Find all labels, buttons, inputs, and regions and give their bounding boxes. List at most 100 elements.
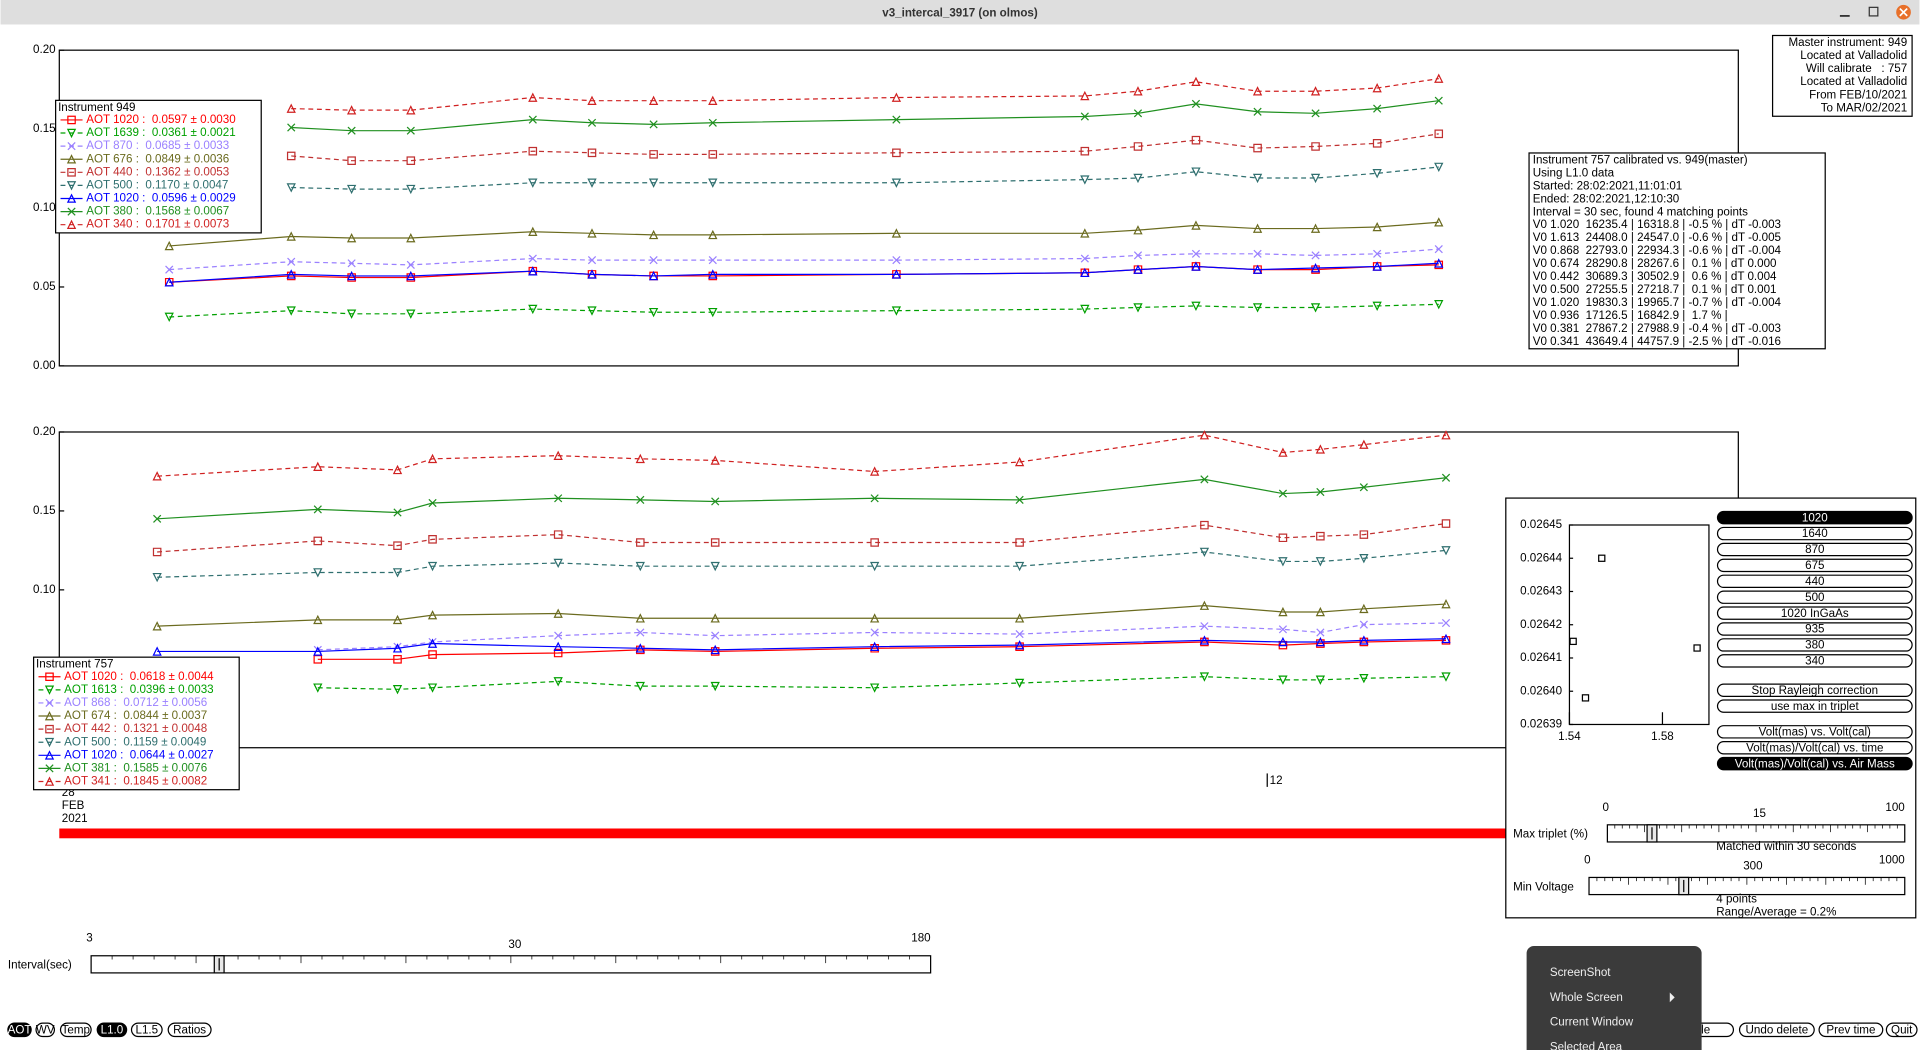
series-line <box>169 248 1439 271</box>
mode-button[interactable] <box>59 1022 92 1038</box>
action-button[interactable] <box>1738 1022 1815 1038</box>
data-point <box>708 95 718 105</box>
data-point <box>649 120 658 129</box>
time-bar[interactable] <box>59 828 1506 839</box>
data-point <box>870 494 879 503</box>
wavelength-button[interactable] <box>1716 606 1913 620</box>
action-button[interactable] <box>1818 1022 1884 1038</box>
master-info-line: Located at Valladolid <box>1800 49 1907 62</box>
data-point <box>891 178 902 188</box>
data-point <box>346 184 357 195</box>
plot-mode-button[interactable] <box>1716 725 1913 739</box>
data-point <box>708 256 717 265</box>
data-point <box>427 610 438 620</box>
context-menu-item[interactable]: Selected Area <box>1550 1040 1623 1050</box>
data-point <box>1191 99 1201 108</box>
data-point <box>587 118 597 127</box>
wavelength-button[interactable] <box>1716 542 1913 557</box>
data-point <box>587 178 597 188</box>
slider-value: 300 <box>1743 859 1762 872</box>
data-point <box>1441 519 1451 528</box>
data-point <box>152 547 162 557</box>
data-point <box>427 638 438 648</box>
legend-marker <box>66 219 77 229</box>
data-point <box>528 178 538 188</box>
option-button[interactable] <box>1716 683 1913 697</box>
legend-entry: AOT 1020 : 0.0644 ± 0.0027 <box>64 748 213 761</box>
data-point <box>1434 244 1443 254</box>
mode-button[interactable] <box>130 1022 163 1038</box>
data-point <box>1133 109 1143 118</box>
action-button[interactable] <box>1885 1022 1918 1038</box>
legend-entry: AOT 500 : 0.1159 ± 0.0049 <box>64 735 206 748</box>
legend-title: Instrument 949 <box>58 101 135 114</box>
data-point <box>1253 107 1262 116</box>
data-point <box>708 269 718 279</box>
mode-button[interactable] <box>96 1022 128 1038</box>
data-point <box>1200 622 1209 631</box>
plot-mode-button[interactable] <box>1716 756 1913 771</box>
option-button[interactable] <box>1716 699 1913 713</box>
legend-marker <box>44 685 55 695</box>
plot-mode-button[interactable] <box>1716 740 1913 755</box>
action-button-label: Quit <box>1891 1023 1913 1036</box>
legend-marker <box>66 128 77 139</box>
data-point <box>1080 228 1090 238</box>
slider-label: Max triplet (%) <box>1513 828 1588 841</box>
data-point <box>1278 489 1288 498</box>
wavelength-button-label: 380 <box>1805 639 1824 652</box>
wavelength-button[interactable] <box>1716 558 1913 573</box>
data-point <box>710 681 720 692</box>
data-point <box>554 494 563 503</box>
context-menu-item[interactable]: Current Window <box>1550 1016 1634 1029</box>
wavelength-button[interactable] <box>1716 510 1913 525</box>
mode-button[interactable] <box>7 1022 32 1038</box>
data-point <box>347 126 356 135</box>
plot-mode-button-label: Volt(mas) vs. Volt(cal) <box>1759 725 1871 738</box>
wavelength-button[interactable] <box>1716 590 1913 604</box>
data-point <box>1199 547 1210 558</box>
data-point <box>648 307 659 318</box>
wavelength-button-label: 675 <box>1805 559 1824 572</box>
context-menu-item[interactable]: Whole Screen <box>1550 991 1623 1004</box>
data-point <box>393 655 402 664</box>
legend-marker <box>44 750 55 760</box>
y-tick-label: 0.02642 <box>1520 618 1562 631</box>
wavelength-button[interactable] <box>1716 654 1913 668</box>
master-info-line: Master instrument: 949 <box>1788 36 1907 49</box>
y-tick-label: 0.20 <box>33 43 56 56</box>
maximize-button[interactable] <box>1868 6 1879 17</box>
wavelength-button[interactable] <box>1716 622 1913 636</box>
legend-entry: AOT 1020 : 0.0596 ± 0.0029 <box>86 192 235 205</box>
data-point <box>553 677 563 687</box>
data-point <box>1199 635 1210 645</box>
mode-button[interactable] <box>167 1022 212 1038</box>
wavelength-button-label: 935 <box>1805 623 1824 636</box>
data-point <box>1434 300 1444 310</box>
data-point <box>553 608 563 618</box>
data-point <box>892 256 901 265</box>
legend-marker <box>44 710 55 721</box>
wavelength-button[interactable] <box>1716 526 1913 541</box>
legend-entry: AOT 868 : 0.0712 ± 0.0056 <box>64 696 207 709</box>
data-point <box>1080 146 1090 156</box>
data-point <box>587 228 597 238</box>
data-point <box>891 306 902 316</box>
mode-button[interactable] <box>35 1022 56 1038</box>
legend-entry: AOT 870 : 0.0685 ± 0.0033 <box>86 139 229 152</box>
data-point <box>1015 495 1024 504</box>
legend-marker <box>45 764 54 773</box>
data-point <box>1372 301 1382 311</box>
data-point <box>1359 620 1368 629</box>
data-point <box>1200 520 1209 530</box>
legend-entry: AOT 674 : 0.0844 ± 0.0037 <box>64 709 207 722</box>
data-point <box>711 631 720 640</box>
data-point <box>1015 629 1024 639</box>
data-point <box>406 156 416 165</box>
slider-max: 180 <box>911 932 930 945</box>
wavelength-button[interactable] <box>1716 638 1913 652</box>
plot-mode-button-label: Volt(mas)/Volt(cal) vs. time <box>1746 741 1883 754</box>
wavelength-button[interactable] <box>1716 574 1913 589</box>
context-menu-item[interactable]: ScreenShot <box>1550 966 1611 979</box>
data-point <box>1253 143 1262 153</box>
